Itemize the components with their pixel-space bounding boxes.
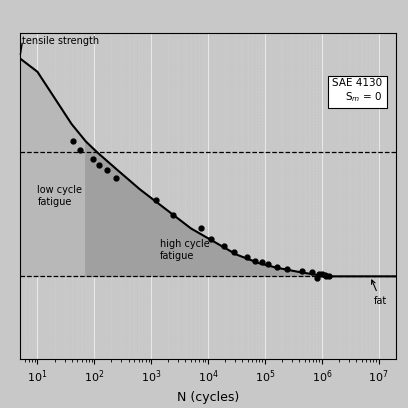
X-axis label: N (cycles): N (cycles) [177, 391, 239, 404]
Text: high cycle
fatigue: high cycle fatigue [160, 239, 209, 261]
Polygon shape [86, 142, 319, 276]
Text: low cycle
fatigue: low cycle fatigue [38, 185, 82, 206]
Text: tensile strength: tensile strength [22, 35, 99, 46]
Polygon shape [20, 59, 86, 276]
Text: SAE 4130
S$_m$ = 0: SAE 4130 S$_m$ = 0 [333, 78, 383, 104]
Text: fat: fat [372, 280, 388, 306]
